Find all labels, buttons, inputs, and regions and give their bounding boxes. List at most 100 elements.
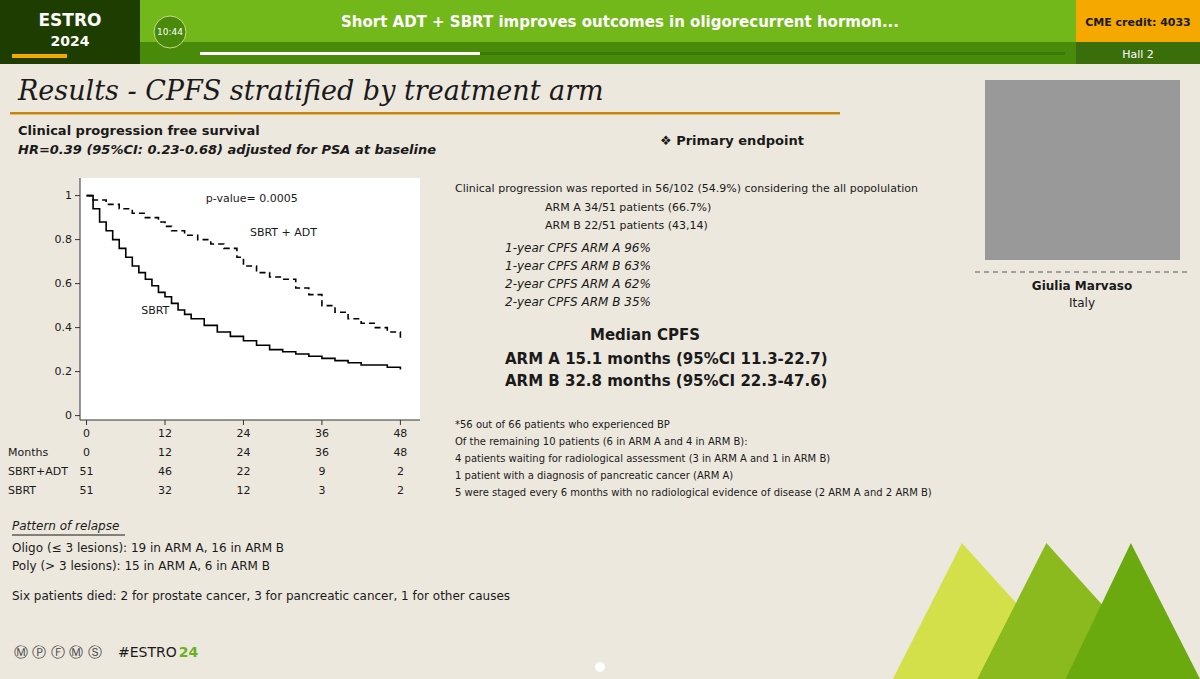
decor-triangle: [1066, 543, 1200, 679]
bottom-tag: #ESTRO: [118, 644, 177, 660]
footnote: 5 were staged every 6 months with no rad…: [455, 487, 932, 498]
cpfs-rate: 1-year CPFS ARM B 63%: [505, 259, 651, 273]
y-tick-label: 0.4: [55, 321, 73, 334]
time-circle: [154, 16, 186, 48]
footnote: 4 patients waiting for radiological asse…: [455, 453, 830, 464]
x-tick-label: 24: [236, 427, 250, 440]
y-tick: [75, 283, 80, 284]
slide-background: [0, 0, 1200, 679]
x-tick-label: 12: [158, 427, 172, 440]
y-tick: [75, 415, 80, 416]
title-underline: [10, 112, 840, 115]
pattern-header: Pattern of relapse: [12, 519, 119, 533]
series-label: SBRT: [141, 304, 169, 317]
photo-country: Italy: [1069, 296, 1095, 310]
right-text: Clinical progression was reported in 56/…: [455, 182, 918, 195]
y-tick-label: 1: [65, 189, 72, 202]
progress-rest: [480, 52, 1065, 55]
header-time: 10:44: [157, 27, 183, 37]
x-tick: [243, 420, 244, 425]
at-risk-value: 2: [397, 465, 404, 478]
at-risk-month: 48: [393, 446, 407, 459]
chart-title: Results - CPFS stratified by treatment a…: [17, 75, 604, 106]
at-risk-value: 51: [80, 484, 94, 497]
at-risk-value: 22: [236, 465, 250, 478]
median-header: Median CPFS: [590, 326, 700, 344]
x-tick: [165, 420, 166, 425]
at-risk-value: 46: [158, 465, 172, 478]
header-hall: Hall 2: [1122, 48, 1154, 61]
series-label: SBRT + ADT: [250, 226, 317, 239]
cme-box: [1076, 0, 1200, 42]
at-risk-value: 12: [236, 484, 250, 497]
at-risk-value: 3: [318, 484, 325, 497]
primary-endpoint: ❖ Primary endpoint: [660, 133, 804, 148]
y-tick: [75, 371, 80, 372]
logo-underline: [12, 54, 67, 58]
at-risk-value: 32: [158, 484, 172, 497]
y-tick-label: 0.6: [55, 277, 73, 290]
header-text: Short ADT + SBRT improves outcomes in ol…: [341, 13, 899, 31]
header-band: [0, 0, 1200, 64]
y-tick: [75, 327, 80, 328]
footnote: 1 patient with a diagnosis of pancreatic…: [455, 470, 733, 481]
plot-background: [80, 178, 420, 420]
slide: ESTRO202410:44Short ADT + SBRT improves …: [0, 0, 1200, 679]
at-risk-value: 9: [318, 465, 325, 478]
right-text: ARM A 34/51 patients (66.7%): [545, 201, 711, 214]
y-axis-line: [80, 178, 81, 420]
at-risk-row-label: SBRT+ADT: [8, 465, 68, 478]
deaths-note: Six patients died: 2 for prostate cancer…: [12, 589, 510, 603]
x-tick: [321, 420, 322, 425]
at-risk-value: 51: [80, 465, 94, 478]
photo-separator: [975, 271, 1190, 273]
cpfs-rate: 1-year CPFS ARM A 96%: [505, 241, 651, 255]
km-curve: [87, 196, 401, 339]
median-line: ARM B 32.8 months (95%CI 22.3-47.6): [505, 372, 827, 390]
p-value: p-value= 0.0005: [206, 192, 298, 205]
y-tick: [75, 195, 80, 196]
series-group: [87, 196, 401, 370]
pattern-line: Oligo (≤ 3 lesions): 19 in ARM A, 16 in …: [12, 541, 284, 555]
y-tick-label: 0.8: [55, 233, 73, 246]
y-tick-label: 0: [65, 409, 72, 422]
cpfs-rate: 2-year CPFS ARM A 62%: [505, 277, 651, 291]
subtitle: HR=0.39 (95%CI: 0.23-0.68) adjusted for …: [18, 142, 436, 157]
pattern-underline: [12, 535, 125, 536]
logo-year: 2024: [51, 33, 90, 49]
photo-placeholder: [985, 80, 1180, 260]
logo-text: ESTRO: [39, 10, 102, 30]
bottom-year: 24: [179, 644, 199, 660]
footnote: Of the remaining 10 patients (6 in ARM A…: [455, 436, 748, 447]
header-cme: CME credit: 4033: [1085, 16, 1191, 29]
x-axis-label: Months: [8, 446, 48, 459]
right-text: ARM B 22/51 patients (43,14): [545, 219, 708, 232]
subtitle: Clinical progression free survival: [18, 123, 260, 138]
progress-strip: [140, 42, 1076, 64]
x-tick-label: 0: [83, 427, 90, 440]
pattern-line: Poly (> 3 lesions): 15 in ARM A, 6 in AR…: [12, 559, 270, 573]
photo-name: Giulia Marvaso: [1032, 279, 1132, 293]
x-tick-label: 48: [393, 427, 407, 440]
median-line: ARM A 15.1 months (95%CI 11.3-22.7): [505, 350, 828, 368]
at-risk-month: 36: [315, 446, 329, 459]
x-axis-line: [80, 420, 420, 421]
social-icons: Ⓜ Ⓟ Ⓕ Ⓜ Ⓢ: [14, 644, 102, 660]
page-indicator: [595, 662, 605, 672]
x-tick: [86, 420, 87, 425]
cpfs-rate: 2-year CPFS ARM B 35%: [505, 295, 651, 309]
at-risk-value: 2: [397, 484, 404, 497]
x-tick: [400, 420, 401, 425]
axes: 0 12 24 36 48 0 0.2 0.4 0.6 0.8 1: [55, 178, 421, 440]
at-risk-month: 0: [83, 446, 90, 459]
km-curve: [87, 196, 401, 370]
y-tick-label: 0.2: [55, 365, 73, 378]
x-tick-label: 36: [315, 427, 329, 440]
title-bar: [140, 0, 1076, 42]
at-risk-month: 24: [236, 446, 250, 459]
y-tick: [75, 239, 80, 240]
at-risk-month: 12: [158, 446, 172, 459]
progress-done: [200, 52, 480, 55]
footnote: *56 out of 66 patients who experienced B…: [455, 419, 670, 430]
logo-block: [0, 0, 140, 64]
